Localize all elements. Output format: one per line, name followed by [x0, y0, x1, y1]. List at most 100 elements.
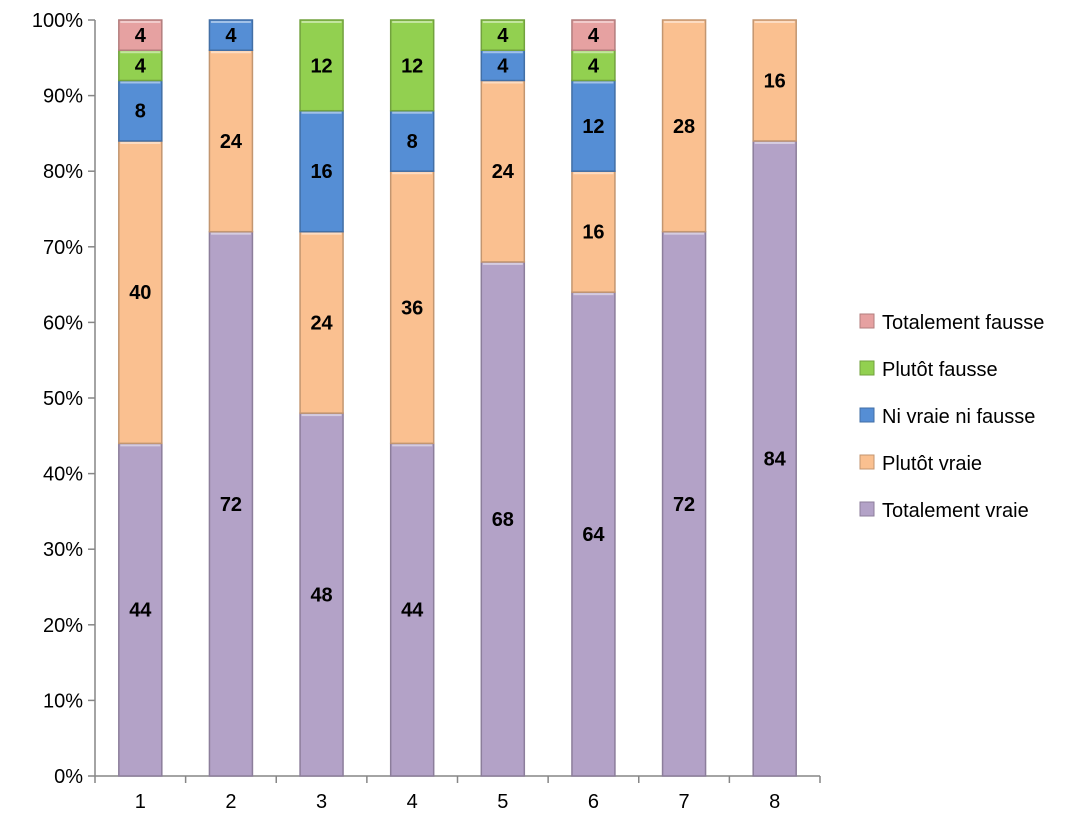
legend-swatch [859, 407, 875, 423]
data-label: 16 [582, 222, 604, 244]
bar-segment [118, 49, 163, 82]
bar-segment-highlight [392, 444, 433, 447]
bar-segment [389, 109, 435, 172]
data-label: 8 [407, 131, 418, 153]
bar-segment [752, 19, 797, 142]
bar-segment [480, 49, 526, 82]
bars [118, 19, 797, 777]
bar-segment [480, 19, 526, 51]
bar-segment-highlight [301, 414, 342, 417]
bar-segment [299, 19, 344, 112]
x-tick-label: 4 [407, 791, 418, 813]
bar-segment-highlight [301, 232, 342, 235]
legend-label: Plutôt vraie [882, 453, 982, 475]
bar-segment-highlight [482, 262, 523, 265]
data-label: 44 [401, 600, 424, 622]
data-label: 12 [582, 116, 604, 138]
bar-segment-highlight [482, 81, 523, 84]
data-label: 4 [497, 55, 509, 77]
bar-segment [118, 19, 163, 51]
legend-swatch [859, 313, 875, 329]
data-label: 4 [225, 25, 237, 47]
data-label: 16 [310, 161, 332, 183]
y-tick-label: 90% [43, 86, 83, 108]
data-label: 4 [135, 25, 147, 47]
x-tick-label: 8 [769, 791, 780, 813]
data-label: 72 [673, 494, 695, 516]
x-tick-label: 2 [225, 791, 236, 813]
y-tick-label: 30% [43, 539, 83, 561]
bar-segment-highlight [754, 21, 795, 23]
bar-segment [118, 442, 163, 777]
legend-swatch [859, 454, 875, 470]
data-label: 24 [220, 131, 243, 153]
bar-segment-highlight [210, 51, 251, 54]
data-label: 36 [401, 297, 423, 319]
bar-segment [389, 19, 435, 112]
bar-segment [661, 19, 707, 233]
bar-segment-highlight [120, 141, 161, 144]
bar-segment [208, 49, 254, 233]
bar-segment-highlight [120, 51, 161, 54]
legend-label: Plutôt fausse [882, 359, 998, 381]
y-tick-label: 70% [43, 237, 83, 259]
bar-segment [571, 170, 616, 293]
bar-segment-highlight [482, 51, 523, 54]
bar-segment-highlight [754, 141, 795, 144]
bar-segment [571, 19, 616, 51]
bar-segment-highlight [120, 81, 161, 84]
bar-segment [752, 140, 797, 777]
legend-label: Ni vraie ni fausse [882, 406, 1035, 428]
data-label: 4 [135, 55, 147, 77]
x-tick-label: 5 [497, 791, 508, 813]
bar-segment-highlight [664, 21, 705, 23]
data-label: 72 [220, 494, 242, 516]
data-label: 68 [492, 509, 514, 531]
data-label: 8 [135, 101, 146, 123]
x-axis: 1 2 3 4 5 6 7 8 [94, 775, 821, 813]
y-tick-label: 80% [43, 161, 83, 183]
bar-segment [571, 49, 616, 82]
data-label: 4 [588, 25, 600, 47]
y-tick-label: 100% [32, 10, 83, 32]
data-label: 44 [129, 600, 152, 622]
data-label: 4 [497, 25, 509, 47]
legend-label: Totalement fausse [882, 312, 1044, 334]
legend: Totalement fausse Plutôt fausse Ni vraie n… [859, 312, 1044, 522]
data-label: 48 [310, 585, 332, 607]
bar-segment-highlight [573, 51, 614, 54]
bar-segment [299, 230, 344, 414]
y-tick-label: 40% [43, 464, 83, 486]
bar-segment-highlight [392, 21, 433, 23]
x-tick-label: 7 [679, 791, 690, 813]
bar-segment-highlight [301, 21, 342, 23]
x-tick-label: 1 [135, 791, 146, 813]
bar-segment-highlight [120, 21, 161, 23]
bar-segment [571, 79, 616, 172]
x-tick-label: 6 [588, 791, 599, 813]
bar-segment [208, 230, 254, 777]
y-tick-label: 60% [43, 312, 83, 334]
data-label: 28 [673, 116, 695, 138]
y-tick-label: 20% [43, 615, 83, 637]
bar-segment-highlight [664, 232, 705, 235]
data-label: 84 [764, 448, 787, 470]
bar-segment [480, 79, 526, 263]
bar-segment [208, 19, 254, 51]
bar-segment-highlight [482, 21, 523, 23]
bar-segment-highlight [210, 21, 251, 23]
bar-segment-highlight [392, 111, 433, 114]
data-label: 40 [129, 282, 151, 304]
data-label: 64 [582, 524, 605, 546]
data-label: 24 [492, 161, 515, 183]
legend-label: Totalement vraie [882, 500, 1029, 522]
y-tick-label: 0% [54, 766, 83, 788]
data-label: 4 [588, 55, 600, 77]
bar-segment-highlight [210, 232, 251, 235]
bar-segment-highlight [573, 21, 614, 23]
bar-segment [299, 412, 344, 777]
legend-swatch [859, 360, 875, 376]
data-label: 12 [401, 55, 423, 77]
legend-swatch [859, 501, 875, 517]
